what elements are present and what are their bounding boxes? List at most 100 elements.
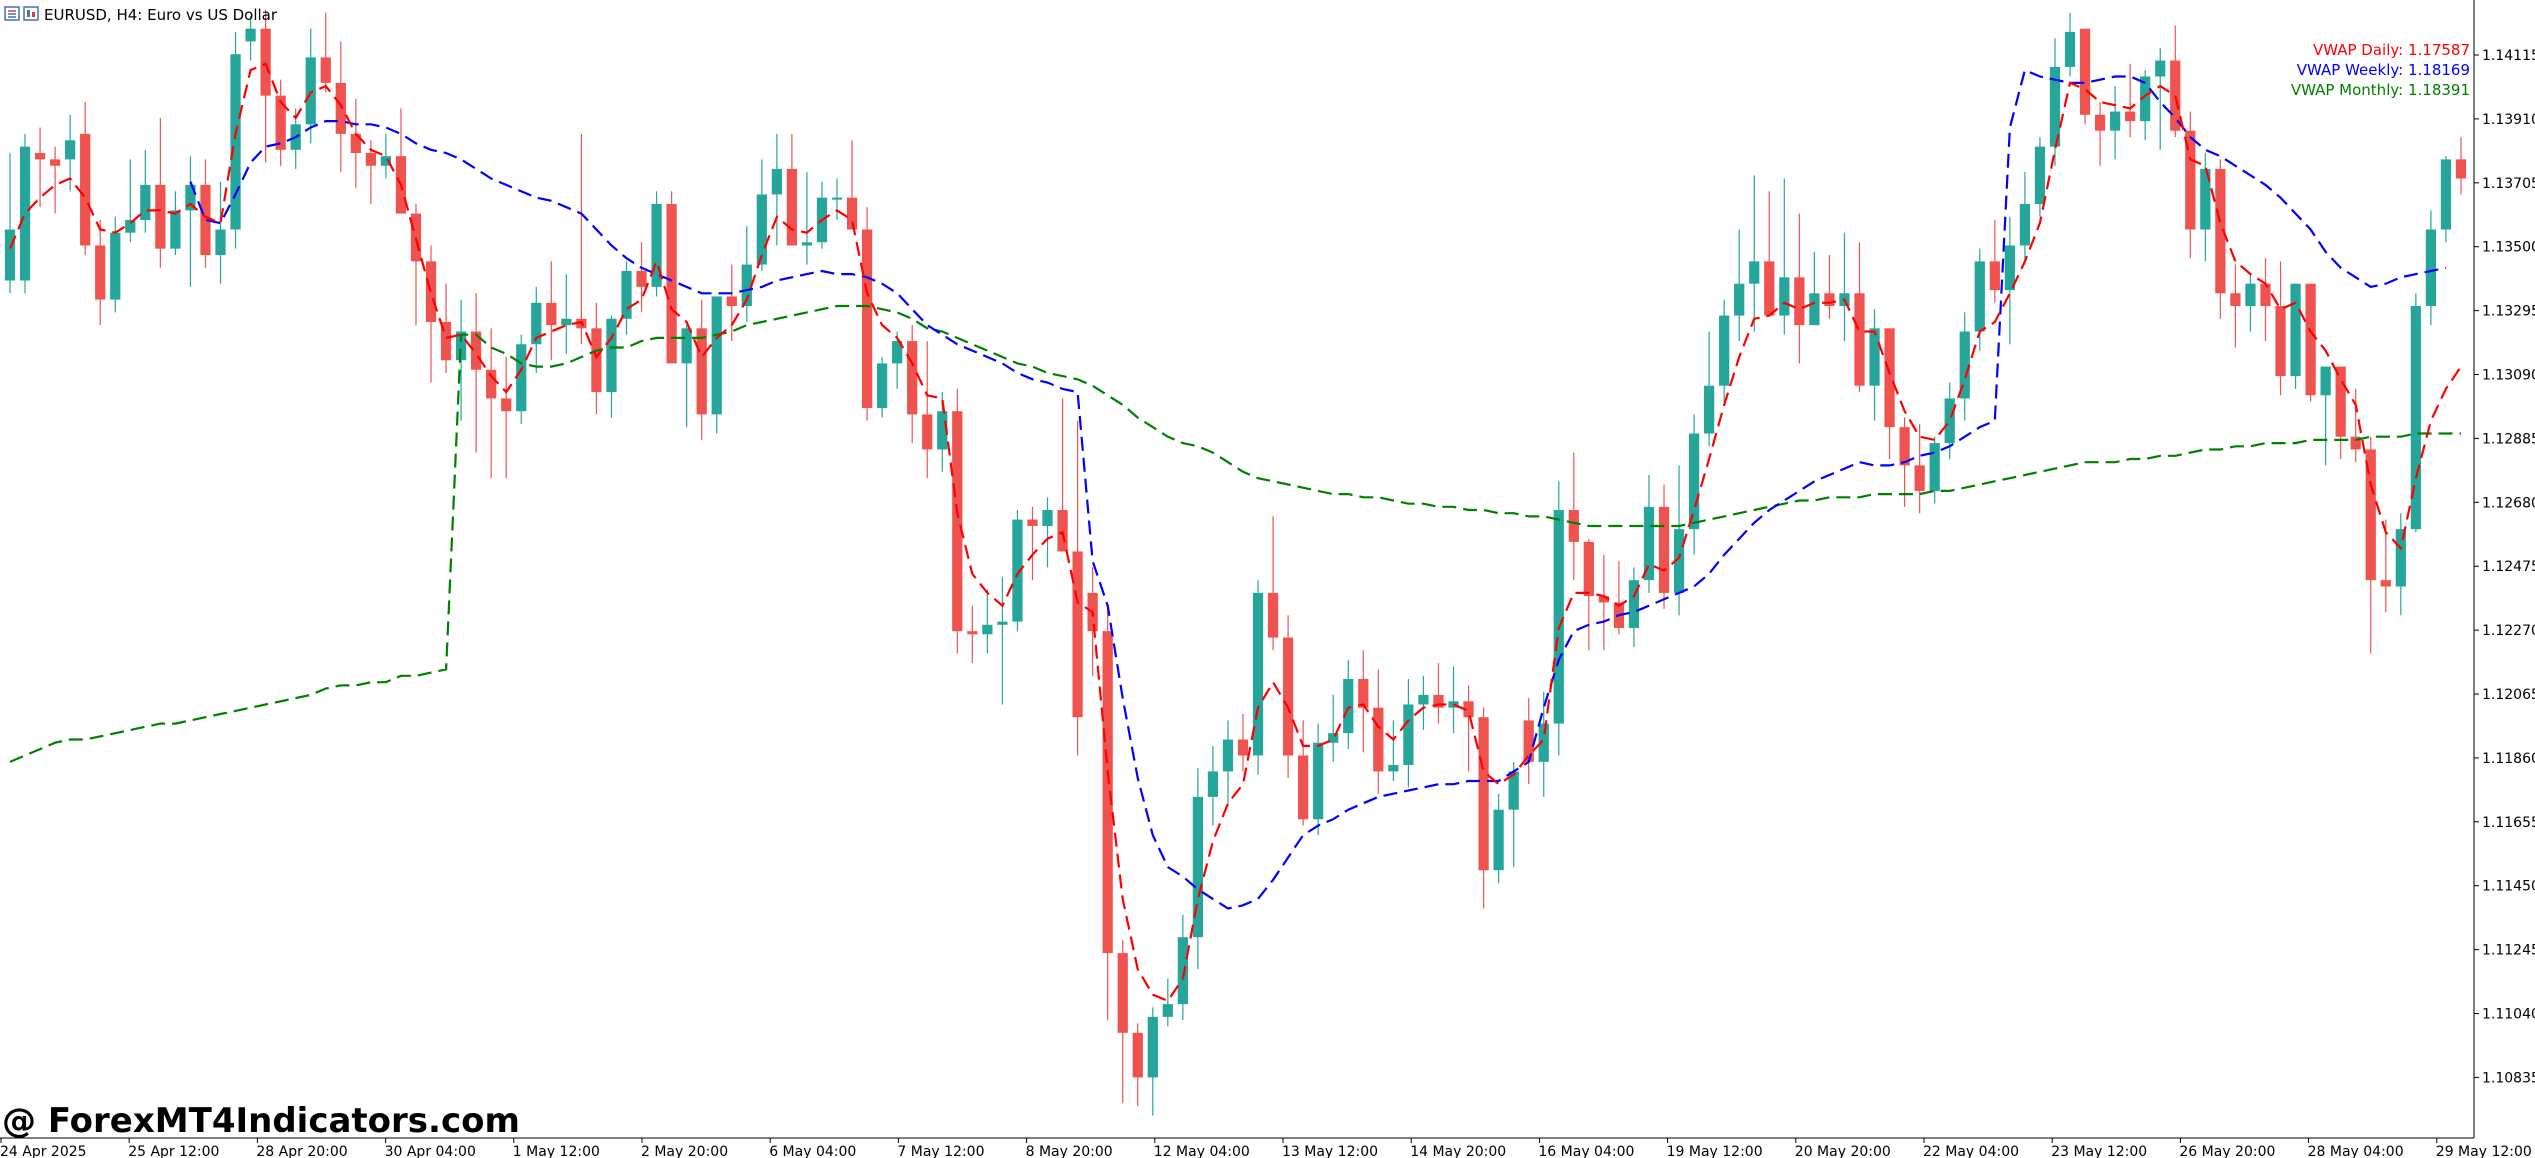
- bear-candle: [1764, 191, 1775, 316]
- price-tick-label: 1.11450: [2482, 879, 2535, 895]
- candle-body: [2064, 31, 2076, 67]
- candle-body: [726, 296, 737, 307]
- bear-candle: [2170, 25, 2181, 138]
- bull-candle: [4, 153, 16, 294]
- bull-candle: [771, 133, 782, 246]
- price-axis[interactable]: 1.14115 1.13910 1.13705 1.13500 1.13295 1.130…: [2474, 48, 2535, 1086]
- candle-body: [455, 331, 467, 361]
- candle-body: [1343, 678, 1354, 734]
- bull-candle: [997, 576, 1008, 705]
- bull-candle: [2034, 137, 2046, 217]
- bull-candle: [741, 226, 752, 322]
- candle-body: [1989, 261, 2000, 291]
- candle-body: [2350, 436, 2361, 450]
- bear-candle: [1433, 663, 1444, 724]
- candle-body: [1688, 433, 1700, 530]
- candle-body: [831, 197, 843, 200]
- candle-body: [34, 153, 46, 160]
- candle-body: [19, 146, 31, 281]
- time-tick-label: 7 May 12:00: [897, 1144, 984, 1158]
- candle-body: [696, 328, 707, 415]
- bull-candle: [1162, 978, 1173, 1027]
- candle-body: [1628, 580, 1640, 628]
- bull-candle: [380, 133, 392, 179]
- candle-body: [1704, 385, 1715, 434]
- chart-properties-icon[interactable]: [23, 6, 39, 21]
- price-tick-label: 1.13705: [2482, 176, 2535, 192]
- candle-body: [1658, 506, 1670, 593]
- candle-body: [1794, 277, 1805, 326]
- time-tick-label: 23 May 12:00: [2051, 1144, 2147, 1158]
- candle-body: [1944, 398, 1955, 444]
- bear-candle: [1267, 516, 1279, 651]
- bear-candle: [1072, 420, 1083, 756]
- bear-candle: [1132, 1023, 1143, 1107]
- candle-body: [350, 133, 361, 154]
- bear-candle: [34, 127, 46, 208]
- candle-body: [2140, 76, 2151, 122]
- bear-candle: [2335, 366, 2346, 460]
- bear-candle: [2350, 388, 2361, 463]
- bear-candle: [49, 146, 61, 214]
- candle-body: [861, 229, 873, 409]
- candle-body: [230, 54, 241, 230]
- price-tick-label: 1.10835: [2482, 1070, 2535, 1086]
- bull-candle: [2425, 210, 2437, 326]
- candle-body: [1478, 717, 1489, 871]
- candle-body: [741, 264, 752, 307]
- bear-candle: [1914, 423, 1925, 514]
- candle-body: [1162, 1004, 1173, 1017]
- candle-body: [1734, 283, 1745, 316]
- bull-candle: [1313, 723, 1324, 836]
- bear-candle: [155, 117, 166, 268]
- candle-body: [1824, 293, 1835, 307]
- candle-body: [335, 82, 346, 134]
- candle-body: [2455, 159, 2467, 179]
- bull-candle: [606, 315, 617, 418]
- bull-candle: [681, 325, 692, 428]
- time-tick-label: 1 May 12:00: [513, 1144, 600, 1158]
- bull-candle: [125, 159, 136, 243]
- candle-body: [2290, 283, 2301, 377]
- bull-candle: [215, 181, 226, 284]
- bear-candle: [320, 12, 331, 93]
- bear-candle: [1478, 707, 1489, 909]
- candle-body: [2230, 293, 2241, 307]
- candle-body: [1267, 592, 1279, 638]
- candle-body: [1358, 678, 1369, 708]
- time-tick-label: 22 May 04:00: [1923, 1144, 2019, 1158]
- bull-candle: [1418, 675, 1429, 730]
- time-axis[interactable]: 24 Apr 2025 25 Apr 12:00 28 Apr 20:00 30 Ap…: [0, 1138, 2532, 1158]
- candle-body: [1042, 510, 1053, 526]
- bull-candle: [1809, 251, 1820, 326]
- bull-candle: [230, 31, 241, 249]
- bull-candle: [1959, 312, 1970, 421]
- bull-candle: [2200, 153, 2211, 262]
- time-tick-label: 16 May 04:00: [1538, 1144, 1634, 1158]
- candle-body: [666, 204, 677, 364]
- bull-candle: [1749, 175, 1760, 332]
- bear-candle: [350, 98, 361, 189]
- bull-candle: [2064, 12, 2076, 77]
- candle-body: [922, 414, 933, 450]
- bull-candle: [651, 191, 662, 297]
- candle-body: [846, 197, 858, 230]
- candle-body: [801, 242, 813, 246]
- candle-body: [1072, 551, 1083, 718]
- bull-candle: [531, 286, 542, 373]
- bear-candle: [275, 79, 286, 166]
- bear-candle: [2094, 102, 2106, 166]
- time-tick-label: 2 May 20:00: [641, 1144, 728, 1158]
- candle-body: [561, 318, 572, 326]
- time-tick-label: 13 May 12:00: [1282, 1144, 1378, 1158]
- candle-body: [756, 194, 767, 265]
- bear-candle: [95, 219, 106, 326]
- candle-body: [1568, 510, 1579, 542]
- candle-body: [877, 363, 888, 409]
- price-tick-label: 1.12270: [2482, 623, 2535, 639]
- candle-body: [170, 210, 181, 249]
- bull-candle: [1222, 720, 1234, 807]
- candle-body: [1012, 519, 1023, 622]
